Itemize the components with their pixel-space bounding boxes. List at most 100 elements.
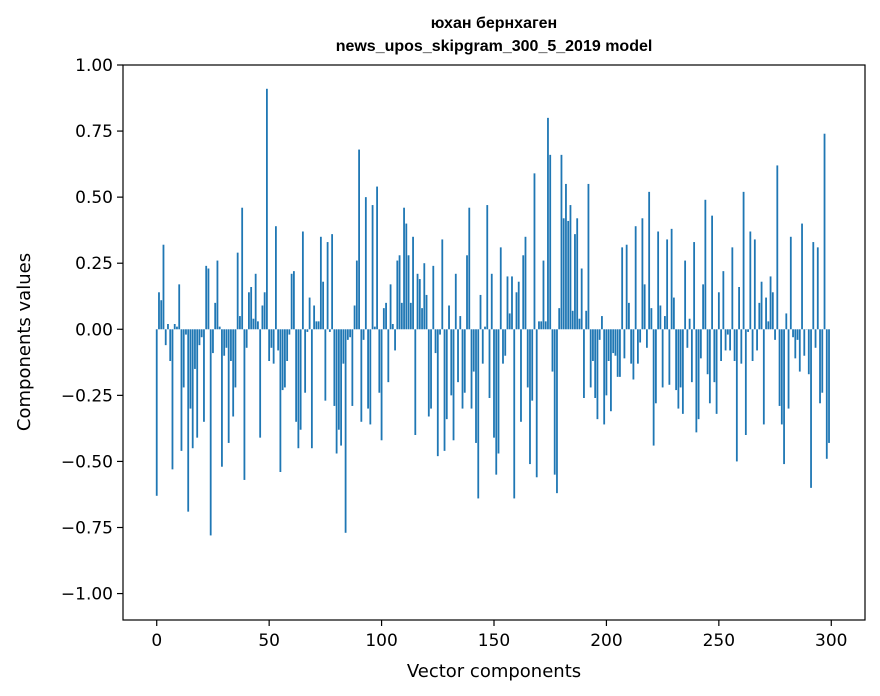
x-tick-label: 0	[151, 631, 162, 651]
bar	[486, 205, 489, 330]
bar	[717, 292, 720, 330]
bar	[245, 329, 248, 348]
chart-title-line-1: юхан бернхаген	[431, 15, 557, 32]
bar	[261, 305, 264, 330]
bar	[601, 316, 603, 330]
bar	[522, 255, 525, 330]
bar	[448, 305, 450, 330]
bar	[405, 223, 408, 330]
bar	[565, 183, 567, 330]
bar	[751, 329, 754, 361]
bar	[319, 236, 322, 330]
bar	[472, 329, 475, 372]
bar	[301, 231, 304, 330]
bar	[331, 234, 334, 330]
bar	[628, 302, 630, 330]
bar	[699, 329, 702, 359]
bar	[747, 329, 749, 332]
bar	[236, 252, 239, 330]
bar	[167, 324, 169, 330]
bar	[517, 281, 520, 330]
bar	[342, 329, 345, 364]
bar	[641, 218, 644, 330]
bar	[666, 239, 669, 330]
bar	[810, 329, 812, 488]
bar	[452, 329, 455, 441]
bar	[164, 329, 167, 346]
bar	[769, 276, 772, 330]
bar	[688, 318, 691, 330]
bar	[295, 329, 298, 422]
bar	[675, 329, 678, 391]
bar	[553, 329, 556, 475]
bar	[625, 244, 628, 330]
bar	[187, 329, 190, 512]
bar	[560, 154, 563, 330]
bar	[681, 329, 684, 414]
bar	[488, 329, 491, 398]
bar	[594, 329, 597, 398]
bar	[695, 329, 698, 433]
bar	[454, 273, 457, 330]
bar	[376, 186, 378, 330]
bar	[436, 329, 439, 457]
bar	[828, 329, 830, 443]
bar	[502, 329, 504, 364]
bar	[542, 260, 545, 330]
bar	[259, 329, 262, 438]
bar	[400, 302, 403, 330]
bar	[661, 329, 664, 388]
bar	[724, 329, 727, 351]
bar	[340, 329, 342, 446]
x-axis-label: Vector components	[407, 661, 581, 682]
bar	[371, 205, 374, 330]
bar	[711, 215, 713, 330]
bar	[576, 218, 579, 330]
bar	[776, 165, 779, 330]
bar	[216, 260, 219, 330]
bar	[286, 329, 289, 361]
bar	[585, 310, 588, 330]
bar	[337, 329, 340, 430]
bar	[598, 329, 601, 340]
bar	[223, 329, 226, 356]
bar	[470, 329, 473, 409]
bar	[239, 316, 241, 330]
bar	[742, 191, 745, 330]
bar	[684, 260, 687, 330]
bar	[578, 318, 581, 330]
bar	[495, 329, 498, 475]
bar	[686, 329, 689, 348]
bar	[241, 207, 244, 330]
bar	[749, 231, 752, 330]
bar	[569, 205, 572, 330]
bar	[690, 329, 693, 383]
x-axis-ticks: 0 50 100 150 200 250 300	[151, 620, 847, 651]
bar	[619, 329, 621, 377]
bar	[407, 255, 410, 330]
chart-title-line-2: news_upos_skipgram_300_5_2019 model	[336, 38, 653, 55]
bar	[432, 265, 435, 330]
bar	[499, 247, 502, 330]
bar	[605, 329, 608, 396]
bar	[551, 329, 554, 372]
y-tick-label: −1.00	[61, 585, 113, 605]
bar-series	[155, 88, 830, 536]
bar	[621, 247, 624, 330]
bar	[185, 329, 187, 335]
bar	[207, 268, 210, 330]
bar	[544, 321, 547, 330]
bar	[538, 321, 540, 330]
bar	[760, 281, 763, 330]
bar	[416, 273, 419, 330]
bar	[614, 329, 617, 356]
bar	[158, 292, 160, 330]
bar	[733, 329, 736, 361]
bar	[603, 329, 606, 425]
bar	[803, 329, 806, 356]
bar	[767, 321, 770, 330]
bar	[203, 329, 205, 422]
bar	[227, 329, 230, 443]
bar	[362, 329, 365, 340]
bar	[425, 294, 428, 330]
